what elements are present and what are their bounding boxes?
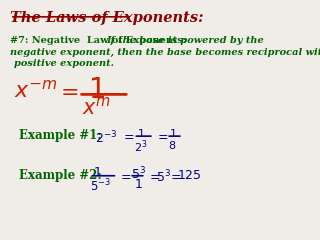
Text: $x^m$: $x^m$	[82, 97, 111, 119]
Text: Example #2:: Example #2:	[19, 169, 101, 182]
Text: If the base is powered by the: If the base is powered by the	[106, 36, 264, 45]
Text: $1$: $1$	[134, 178, 143, 191]
Text: $2^3$: $2^3$	[134, 138, 148, 155]
Text: $2^{-3}$: $2^{-3}$	[95, 130, 117, 146]
Text: $=$: $=$	[121, 130, 134, 143]
Text: negative exponent, then the base becomes reciprocal with the: negative exponent, then the base becomes…	[10, 48, 320, 57]
Text: $=$: $=$	[155, 130, 168, 143]
Text: #7: Negative  Law of Exponents:: #7: Negative Law of Exponents:	[10, 36, 186, 45]
Text: $1$: $1$	[169, 127, 177, 139]
Text: $1$: $1$	[137, 127, 145, 139]
Text: $5^3$: $5^3$	[131, 166, 146, 182]
Text: $5^{-3}$: $5^{-3}$	[90, 178, 111, 195]
Text: positive exponent.: positive exponent.	[14, 59, 114, 68]
Text: $125$: $125$	[177, 169, 202, 182]
Text: $=$: $=$	[168, 169, 182, 182]
Text: $=$: $=$	[118, 169, 132, 182]
Text: $=$: $=$	[56, 81, 79, 101]
Text: $8$: $8$	[168, 138, 176, 150]
Text: $x^{-m}$: $x^{-m}$	[14, 80, 58, 102]
Text: The Laws of Exponents:: The Laws of Exponents:	[10, 11, 204, 25]
Text: $1$: $1$	[93, 166, 102, 179]
Text: $=$: $=$	[147, 169, 160, 182]
Text: Example #1:: Example #1:	[19, 130, 101, 143]
Text: $5^3$: $5^3$	[156, 169, 171, 185]
Text: $1$: $1$	[88, 76, 105, 104]
